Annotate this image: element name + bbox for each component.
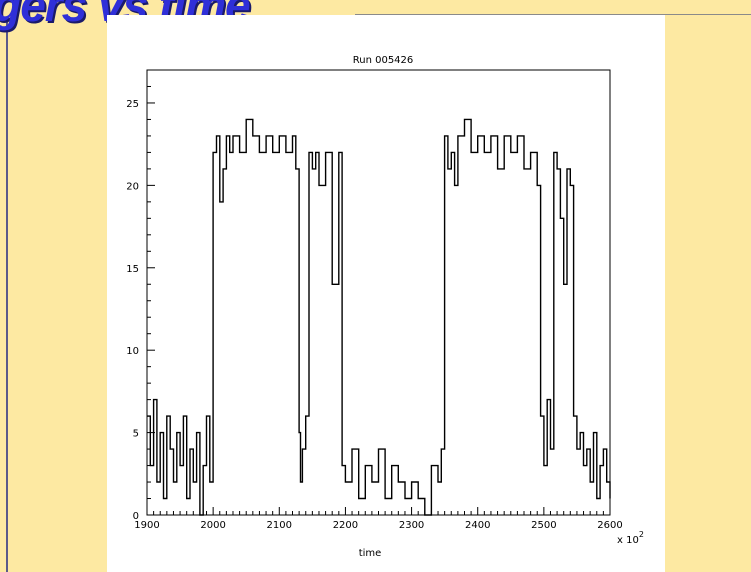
x-tick-label: 2600 — [597, 520, 622, 531]
x-tick-label: 1900 — [134, 520, 159, 531]
x-tick-label: 2400 — [465, 520, 490, 531]
y-tick-label: 10 — [126, 346, 139, 357]
y-tick-label: 15 — [126, 264, 139, 275]
x-tick-label: 2100 — [267, 520, 292, 531]
x-tick-label: 2500 — [531, 520, 556, 531]
title-underline-rule — [355, 14, 751, 15]
y-tick-label: 20 — [126, 181, 139, 192]
chart-svg: Run 005426 time x 102 1900 2000 2100 2200 23… — [126, 55, 644, 559]
left-border-rule — [6, 18, 8, 572]
y-tick-label: 5 — [133, 429, 139, 440]
series-line — [147, 118, 611, 516]
chart-title: Run 005426 — [353, 55, 414, 66]
x-tick-label: 2200 — [333, 520, 358, 531]
y-tick-label: 0 — [133, 511, 139, 522]
x-axis-multiplier-base: x 10 — [617, 535, 639, 546]
x-axis-multiplier-exponent: 2 — [639, 530, 644, 539]
x-axis-multiplier: x 102 — [617, 530, 644, 546]
x-tick-label: 2000 — [200, 520, 225, 531]
y-tick-label: 25 — [126, 99, 139, 110]
x-axis-label: time — [359, 548, 382, 559]
x-tick-label: 2300 — [399, 520, 424, 531]
chart-canvas: Run 005426 time x 102 1900 2000 2100 2200 23… — [107, 15, 665, 572]
